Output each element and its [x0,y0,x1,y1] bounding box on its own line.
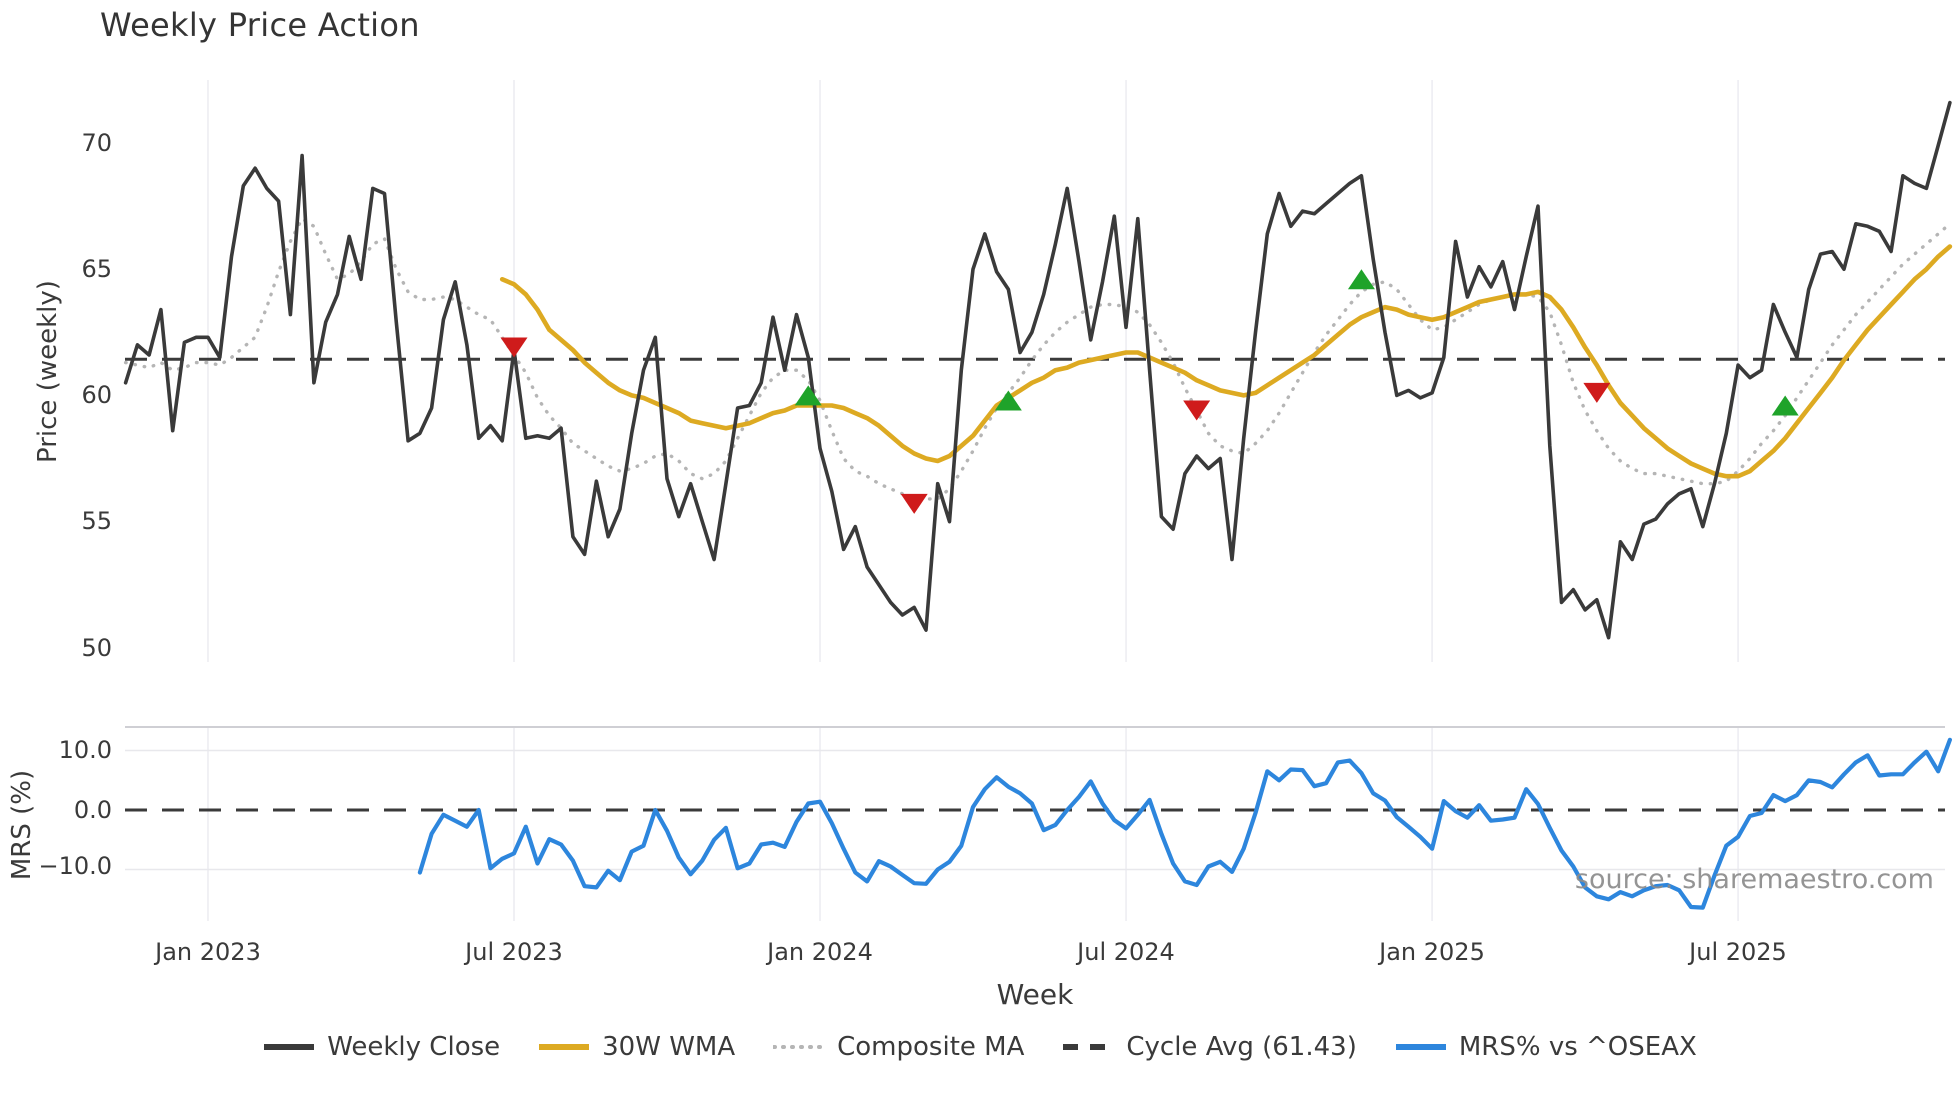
legend-item-composite-ma: Composite MA [772,1032,1025,1062]
legend-label: Weekly Close [327,1032,501,1062]
legend-item-cycle-avg: Cycle Avg (61.43) [1062,1032,1357,1062]
price-tick-70: 70 [81,129,112,157]
x-axis-label: Week [996,978,1074,1011]
x-tick-jul-2025: Jul 2025 [1689,938,1787,966]
x-tick-jan-2025: Jan 2025 [1379,938,1485,966]
legend-label: Composite MA [837,1032,1025,1062]
source-credit: source: sharemaestro.com [1574,864,1934,895]
legend-item-30w-wma: 30W WMA [538,1032,735,1062]
legend-label: MRS% vs ^OSEAX [1458,1032,1697,1062]
wma-line-icon [538,1037,590,1057]
composite-ma-dotted-line-icon [772,1037,827,1057]
mrs-line-icon [1395,1037,1447,1057]
x-tick-jul-2024: Jul 2024 [1077,938,1175,966]
x-tick-jan-2024: Jan 2024 [767,938,873,966]
price-tick-65: 65 [81,255,112,283]
x-tick-jan-2023: Jan 2023 [155,938,261,966]
chart-legend: Weekly Close 30W WMA Composite MA Cycle … [0,1032,1960,1062]
price-axis-label: Price (weekly) [33,280,63,463]
legend-item-weekly-close: Weekly Close [263,1032,500,1062]
cycle-avg-dashed-line-icon [1062,1037,1114,1057]
mrs-tick-n10: −10.0 [38,852,112,880]
weekly-close-line-icon [263,1037,315,1057]
x-tick-jul-2023: Jul 2023 [465,938,563,966]
price-tick-60: 60 [81,381,112,409]
legend-item-mrs: MRS% vs ^OSEAX [1395,1032,1697,1062]
page-title: Weekly Price Action [100,6,420,44]
legend-label: 30W WMA [602,1032,736,1062]
price-tick-55: 55 [81,507,112,535]
mrs-tick-10: 10.0 [58,736,112,764]
legend-label: Cycle Avg (61.43) [1126,1032,1357,1062]
price-tick-50: 50 [81,634,112,662]
mrs-tick-0: 0.0 [73,796,112,824]
